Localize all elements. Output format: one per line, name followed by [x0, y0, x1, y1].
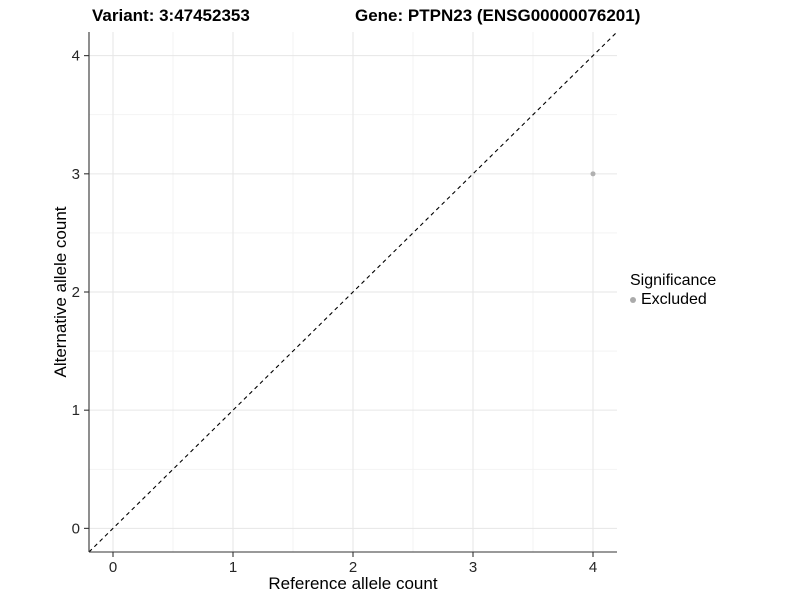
y-tick-labels: 0 1 2 3 4: [72, 48, 80, 538]
x-axis-title: Reference allele count: [268, 574, 438, 593]
legend-title: Significance: [630, 272, 717, 289]
legend-marker-excluded-icon: [630, 296, 636, 303]
identity-line: [88, 31, 618, 553]
x-tick-labels: 0 1 2 3 4: [109, 559, 597, 576]
axis-ticks: [84, 55, 594, 557]
x-tick-label: 3: [469, 559, 477, 576]
y-tick-label: 4: [72, 48, 80, 65]
x-tick-label: 4: [589, 559, 597, 576]
x-tick-label: 0: [109, 559, 117, 576]
y-tick-label: 1: [72, 402, 80, 419]
y-tick-label: 3: [72, 166, 80, 183]
data-point: [590, 171, 596, 177]
legend-entry-label: Excluded: [641, 291, 707, 308]
y-axis-title: Alternative allele count: [51, 206, 70, 378]
x-tick-label: 2: [349, 559, 357, 576]
legend-entry-excluded: Excluded: [630, 290, 716, 309]
legend: Significance Excluded: [630, 271, 716, 309]
gene-title: Gene: PTPN23 (ENSG00000076201): [355, 6, 641, 25]
variant-title: Variant: 3:47452353: [92, 6, 250, 25]
y-tick-label: 0: [72, 520, 80, 537]
y-tick-label: 2: [72, 284, 80, 301]
x-tick-label: 1: [229, 559, 237, 576]
